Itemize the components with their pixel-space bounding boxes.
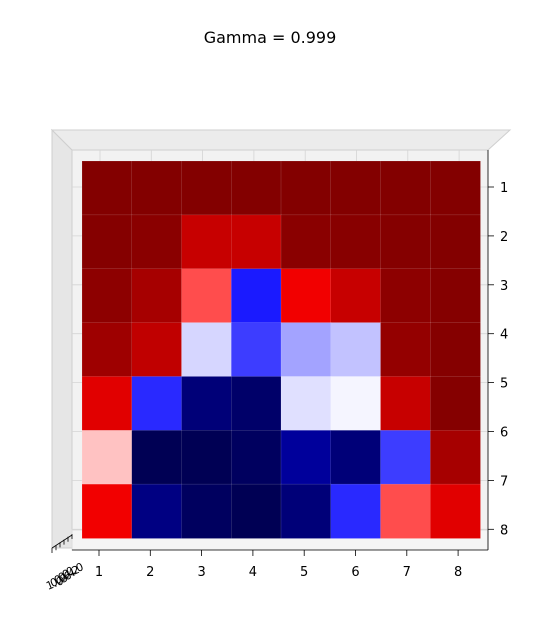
surface-cell <box>430 430 480 484</box>
left-pane <box>52 130 72 548</box>
surface-cell <box>182 430 232 484</box>
x-tick-label: 7 <box>403 565 411 580</box>
surface-cell <box>82 161 132 215</box>
surface-cell <box>281 269 331 323</box>
surface-cell <box>281 215 331 269</box>
surface-cell <box>331 215 381 269</box>
y-tick-label: 2 <box>500 230 508 245</box>
surface-cell <box>430 161 480 215</box>
surface-cell <box>231 376 281 430</box>
surface-cell <box>132 215 182 269</box>
surface-cell <box>182 269 232 323</box>
surface-cell <box>82 215 132 269</box>
surface-cell <box>430 215 480 269</box>
surface-cell <box>231 215 281 269</box>
surface-cell <box>231 161 281 215</box>
surface-cell <box>381 269 431 323</box>
surface-cell <box>381 430 431 484</box>
surface-cell <box>132 323 182 377</box>
surface-cell <box>82 376 132 430</box>
surface-cell <box>430 484 480 538</box>
surface-cell <box>381 215 431 269</box>
x-tick-label: 3 <box>197 565 205 580</box>
y-axis-ticks: 1 2 3 4 5 6 7 8 <box>488 181 508 538</box>
y-tick-label: 7 <box>500 474 508 489</box>
surface-cell <box>82 484 132 538</box>
surface-cell <box>331 161 381 215</box>
surface-cell <box>182 161 232 215</box>
surface-cell <box>132 430 182 484</box>
y-tick-label: 3 <box>500 279 508 294</box>
surface-cell <box>132 269 182 323</box>
surface-cell <box>132 376 182 430</box>
x-tick-label: 8 <box>454 565 462 580</box>
surface-cell <box>182 323 232 377</box>
surface <box>82 161 481 539</box>
surface-cell <box>132 484 182 538</box>
surface-cell <box>281 161 331 215</box>
surface-cell <box>231 269 281 323</box>
surface-cell <box>132 161 182 215</box>
surface-cell <box>331 376 381 430</box>
surface-cell <box>331 484 381 538</box>
top-pane <box>52 130 510 150</box>
surface-cell <box>430 376 480 430</box>
surface-cell <box>430 269 480 323</box>
x-tick-label: 2 <box>146 565 154 580</box>
x-axis-ticks: 1 2 3 4 5 6 7 8 <box>95 550 462 580</box>
y-tick-label: 8 <box>500 523 508 538</box>
x-tick-label: 4 <box>249 565 257 580</box>
surface-cell <box>231 323 281 377</box>
surface-cell <box>182 376 232 430</box>
surface-cell <box>331 430 381 484</box>
x-tick-label: 1 <box>95 565 103 580</box>
y-tick-label: 1 <box>500 181 508 196</box>
surface-cell <box>182 215 232 269</box>
surface-cell <box>381 323 431 377</box>
surface-cell <box>182 484 232 538</box>
z-tick-label: 0.0 <box>64 560 85 579</box>
surface-cell <box>331 323 381 377</box>
chart-title: Gamma = 0.999 <box>204 28 337 47</box>
x-tick-label: 5 <box>300 565 308 580</box>
surface-cell <box>231 430 281 484</box>
surface-cell <box>82 430 132 484</box>
surface-cell <box>430 323 480 377</box>
x-tick-label: 6 <box>351 565 359 580</box>
surface-cell <box>281 376 331 430</box>
surface-cell <box>331 269 381 323</box>
surface-cell <box>381 484 431 538</box>
y-tick-label: 6 <box>500 426 508 441</box>
surface-cell <box>231 484 281 538</box>
surface-cell <box>381 161 431 215</box>
surface-cell <box>281 430 331 484</box>
surface-cell <box>82 269 132 323</box>
surface-cell <box>281 484 331 538</box>
y-tick-label: 5 <box>500 377 508 392</box>
surface-cell <box>381 376 431 430</box>
y-tick-label: 4 <box>500 328 508 343</box>
surface-cell <box>82 323 132 377</box>
surface-cell <box>281 323 331 377</box>
